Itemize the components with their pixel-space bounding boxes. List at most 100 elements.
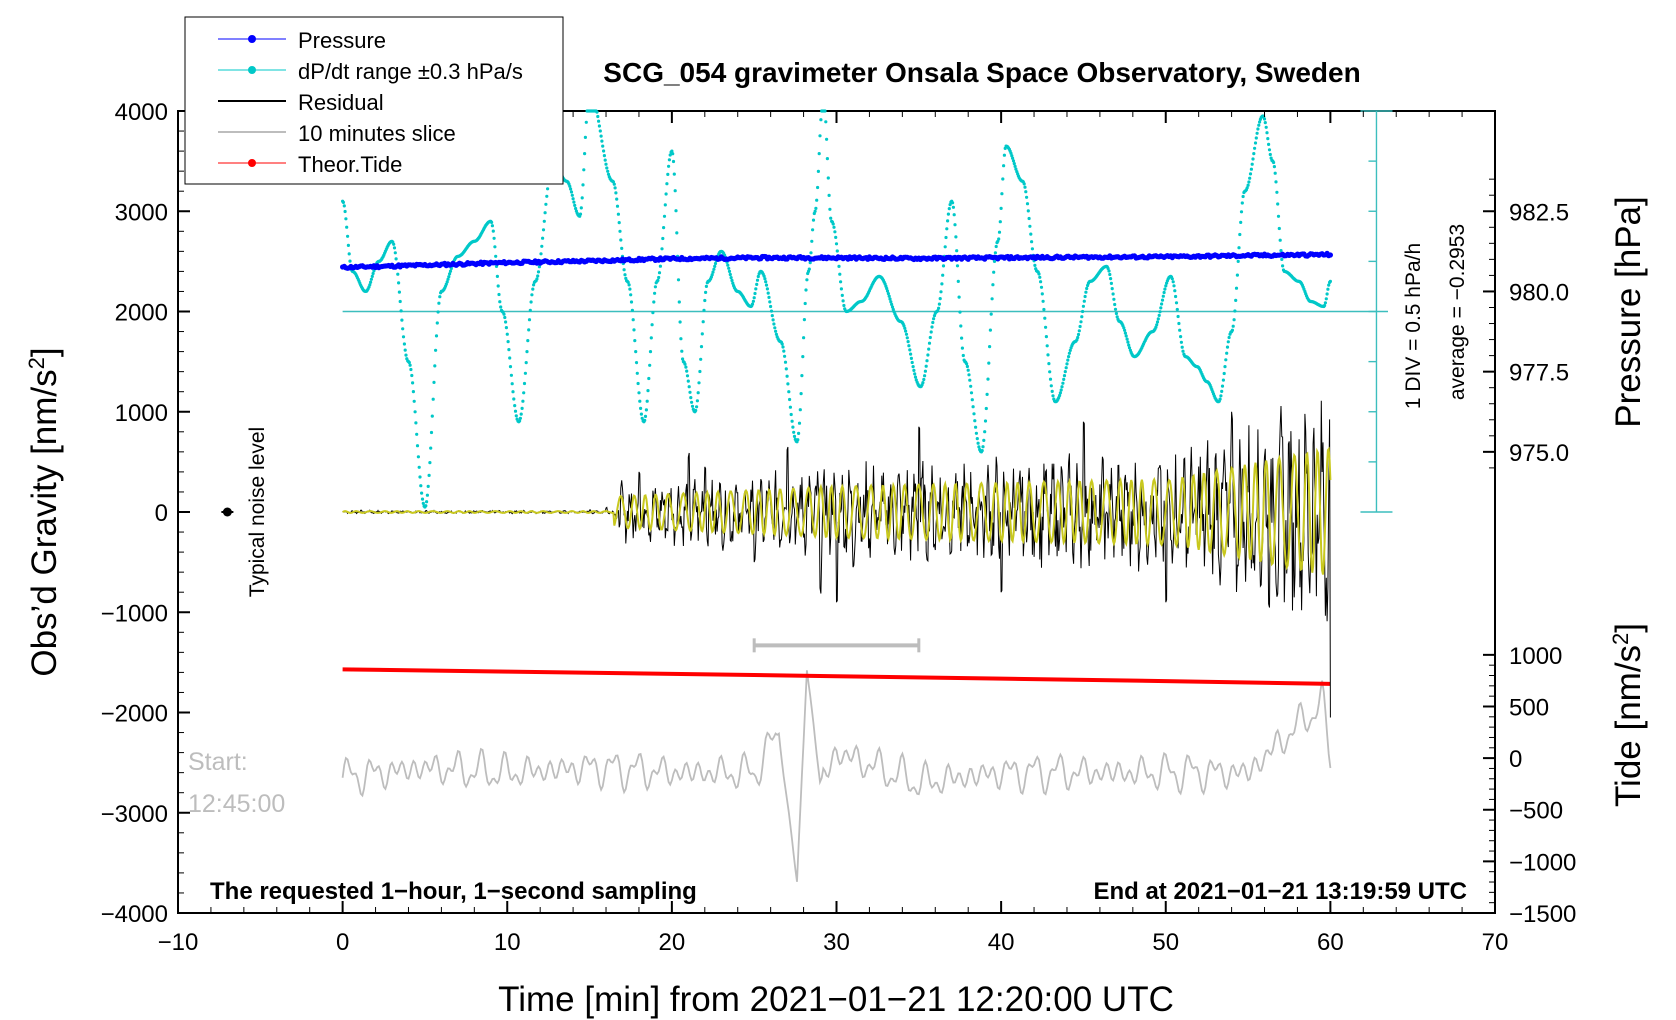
dpdt-point [1114,311,1118,316]
noise-level-marker [222,507,232,517]
dpdt-point [799,392,803,396]
dpdt-point [1250,162,1254,166]
dpdt-point [1122,326,1126,330]
dpdt-point [518,419,522,423]
dpdt-point [985,392,989,396]
dpdt-point [819,118,823,122]
dpdt-point [825,137,829,141]
average-label: average = −0.2953 [1446,224,1469,400]
dpdt-point [988,328,993,332]
dpdt-point [1039,280,1043,284]
dpdt-point [656,278,660,282]
y-axis-label-left-end: ] [25,347,64,357]
dpdt-point [960,336,964,340]
dpdt-point [937,306,941,310]
dpdt-point [541,228,546,232]
dpdt-point [1253,141,1258,145]
dpdt-point [889,300,893,304]
dpdt-point [414,421,418,425]
dpdt-point [839,287,844,291]
dpdt-point [1220,389,1224,393]
dpdt-point [513,409,518,413]
dpdt-point [774,332,779,336]
dpdt-point [512,397,516,401]
dpdt-point [508,356,512,360]
dpdt-point [343,209,347,214]
dpdt-point [1179,340,1183,344]
dpdt-point [1240,201,1244,205]
dpdt-point [1232,318,1236,322]
dpdt-point [981,445,985,449]
dpdt-point [411,390,415,394]
dpdt-point [969,384,973,388]
dpdt-point [771,318,775,322]
dpdt-point [1224,358,1228,362]
dpdt-point [1180,345,1184,349]
dpdt-point [817,152,821,156]
dpdt-point [1273,171,1277,175]
dpdt-point [583,152,587,156]
dpdt-point [1257,123,1261,127]
dpdt-point [676,278,681,282]
dpdt-point [634,350,638,354]
dpdt-point [449,266,453,271]
dpdt-point [1079,320,1083,324]
dpdt-point [890,305,895,309]
dpdt-point [668,153,672,157]
dpdt-point [1078,324,1082,329]
tide-tick-label: −1000 [1509,849,1576,876]
dpdt-point [994,244,998,249]
dpdt-point [961,353,965,358]
dpdt-point [729,276,733,280]
dpdt-point [1234,298,1238,302]
dpdt-point [662,214,667,218]
dpdt-point [1043,316,1047,320]
dpdt-point [404,353,408,357]
dpdt-point [1024,190,1028,194]
dpdt-point [1050,389,1054,393]
dpdt-point [663,203,667,207]
dpdt-point [816,169,821,173]
dpdt-point [428,461,432,465]
dpdt-point [1326,287,1330,291]
dpdt-point [584,120,588,124]
dpdt-point [1011,159,1016,163]
dpdt-point [909,352,913,356]
dpdt-point [727,266,731,270]
dpdt-point [569,190,574,194]
dpdt-point [648,350,653,354]
dpdt-point [578,212,583,216]
dpdt-point [447,275,451,279]
tide-axis-label: Tide [nm/s2] [1608,623,1649,807]
dpdt-point [580,196,584,200]
dpdt-point [756,274,760,279]
dpdt-point [1067,351,1071,355]
dpdt-point [826,176,830,180]
legend-label-tide: Theor.Tide [298,152,402,177]
dpdt-point [825,157,830,161]
pressure-tick-label: 977.5 [1509,360,1569,387]
dpdt-point [371,271,375,276]
dpdt-point [907,344,911,348]
legend-marker-tide [248,159,256,167]
dpdt-point [598,129,602,133]
dpdt-point [1231,324,1235,328]
dpdt-point [802,318,807,322]
dpdt-point [839,280,843,284]
dpdt-point [1253,146,1257,150]
legend-marker-pressure [248,35,256,43]
dpdt-point [674,209,678,213]
tide-axis-label-end: ] [1609,623,1648,633]
dpdt-point [530,293,534,297]
dpdt-point [341,200,345,204]
dpdt-point [680,349,684,353]
dpdt-point [699,357,703,361]
dpdt-point [615,197,619,201]
dpdt-point [764,283,769,287]
dpdt-point [523,371,528,375]
dpdt-point [638,399,642,403]
dpdt-point [618,229,622,233]
dpdt-point [1109,281,1113,285]
dpdt-point [788,405,793,409]
dpdt-point [630,308,635,312]
